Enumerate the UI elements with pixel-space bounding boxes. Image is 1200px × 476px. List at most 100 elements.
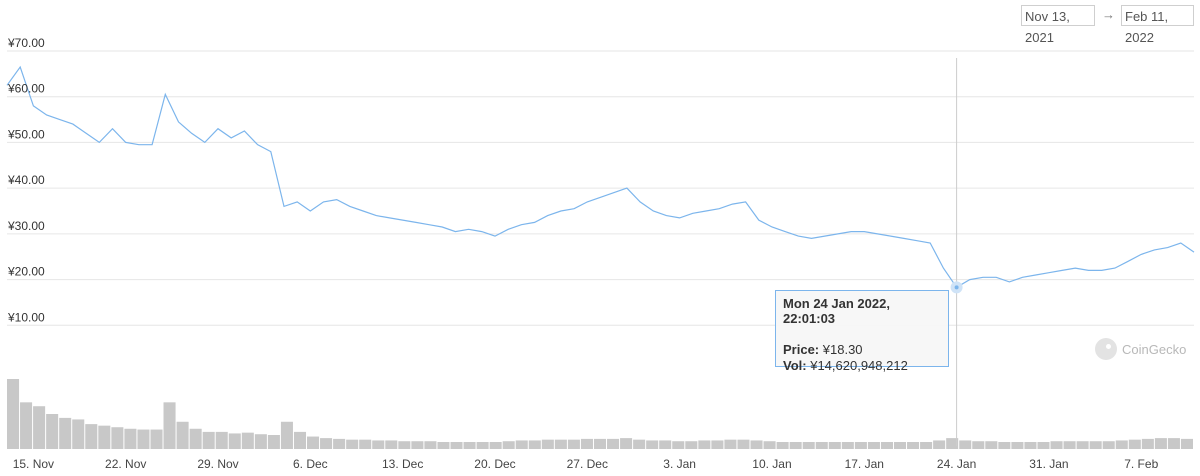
y-tick-label: ¥10.00 [7, 310, 45, 324]
volume-bar [20, 402, 33, 449]
y-tick-label: ¥20.00 [7, 265, 45, 279]
volume-bar [346, 439, 359, 449]
x-tick-label: 27. Dec [567, 457, 608, 471]
volume-bar [998, 442, 1011, 449]
volume-bar [1024, 442, 1037, 449]
volume-bar [280, 421, 293, 449]
volume-bar [1037, 442, 1050, 449]
volume-bar [463, 442, 476, 449]
volume-bar [646, 440, 659, 449]
x-axis-labels: 15. Nov 22. Nov 29. Nov 6. Dec 13. Dec 20. De… [13, 457, 1159, 471]
volume-bar [541, 439, 554, 449]
volume-bar [437, 442, 450, 449]
volume-bar [1050, 441, 1063, 449]
volume-bar [515, 440, 528, 449]
volume-bar [672, 441, 685, 449]
volume-bar [580, 438, 593, 449]
tooltip-price-row: Price: ¥18.30 [783, 342, 941, 358]
y-tick-label: ¥30.00 [7, 219, 45, 233]
volume-bar [411, 441, 424, 449]
volume-bar [372, 440, 385, 449]
volume-bar [502, 441, 515, 449]
volume-bar [633, 439, 646, 449]
volume-bar [880, 442, 893, 449]
volume-bar [202, 431, 215, 449]
volume-bar [1141, 438, 1154, 449]
watermark-text: CoinGecko [1122, 341, 1187, 357]
volume-bar [85, 424, 98, 449]
volume-bar [228, 433, 241, 449]
date-range-end[interactable]: Feb 11, 2022 [1121, 5, 1194, 45]
volume-bar [620, 438, 633, 449]
volume-bar [46, 414, 59, 449]
volume-bar [489, 442, 502, 449]
volume-bar [607, 438, 620, 449]
volume-bar [685, 441, 698, 449]
volume-bar [933, 440, 946, 449]
volume-bar [215, 431, 228, 449]
volume-bar [841, 442, 854, 449]
volume-bar [815, 442, 828, 449]
volume-bar [33, 406, 46, 449]
x-tick-label: 24. Jan [937, 457, 976, 471]
x-tick-label: 13. Dec [382, 457, 423, 471]
volume-bar [398, 441, 411, 449]
volume-bar [659, 440, 672, 449]
volume-bar [867, 442, 880, 449]
volume-bar [163, 402, 176, 449]
volume-bar [476, 442, 489, 449]
volume-bar [567, 439, 580, 449]
volume-bar [893, 442, 907, 449]
volume-bar [189, 428, 202, 449]
x-tick-label: 31. Jan [1029, 457, 1068, 471]
tooltip-date: Mon 24 Jan 2022, 22:01:03 [783, 296, 890, 326]
volume-bar [802, 442, 815, 449]
tooltip-price-label: Price: [783, 342, 820, 357]
tooltip-volume-row: Vol: ¥14,620,948,212 [783, 358, 941, 374]
volume-bar [72, 419, 85, 449]
volume-bar [293, 431, 307, 449]
volume-bar [1115, 440, 1128, 449]
volume-bar [724, 439, 737, 449]
volume-bar [320, 438, 333, 449]
tooltip-volume-value: ¥14,620,948,212 [810, 358, 908, 373]
volume-bar [920, 442, 933, 449]
x-tick-label: 29. Nov [197, 457, 238, 471]
volume-bar [593, 438, 607, 449]
range-arrow-icon: → [1102, 7, 1115, 22]
volume-bar [828, 442, 841, 449]
volume-bar [359, 439, 372, 449]
volume-bar [1076, 441, 1089, 449]
volume-bar [7, 379, 20, 449]
date-range-start[interactable]: Nov 13, 2021 [1021, 5, 1095, 45]
volume-bar [854, 442, 867, 449]
volume-bar [907, 442, 920, 449]
volume-bar [1154, 438, 1167, 449]
volume-bar [267, 435, 280, 449]
x-tick-label: 17. Jan [845, 457, 884, 471]
price-tooltip: Mon 24 Jan 2022, 22:01:03 Price: ¥18.30 … [775, 290, 949, 373]
volume-bar [137, 429, 150, 449]
volume-bar [972, 441, 985, 449]
volume-bar [307, 436, 320, 449]
volume-bar [698, 440, 711, 449]
volume-bar [1089, 441, 1102, 449]
volume-bar [1102, 441, 1115, 449]
tooltip-volume-label: Vol: [783, 358, 807, 373]
volume-bar [776, 442, 789, 449]
volume-bar [59, 417, 72, 449]
x-tick-label: 15. Nov [13, 457, 54, 471]
x-tick-label: 3. Jan [663, 457, 696, 471]
volume-bar [1011, 442, 1024, 449]
hover-point-marker[interactable] [950, 281, 963, 294]
y-axis-labels: ¥10.00 ¥20.00 ¥30.00 ¥40.00 ¥50.00 ¥60.00 ¥70.… [7, 36, 45, 324]
volume-bar [333, 438, 346, 449]
x-tick-label: 20. Dec [474, 457, 515, 471]
volume-bar [424, 441, 437, 449]
x-tick-label: 22. Nov [105, 457, 146, 471]
y-tick-label: ¥60.00 [7, 82, 45, 96]
price-line[interactable] [6, 65, 1195, 289]
volume-bar [254, 434, 267, 449]
volume-bar [959, 440, 972, 449]
